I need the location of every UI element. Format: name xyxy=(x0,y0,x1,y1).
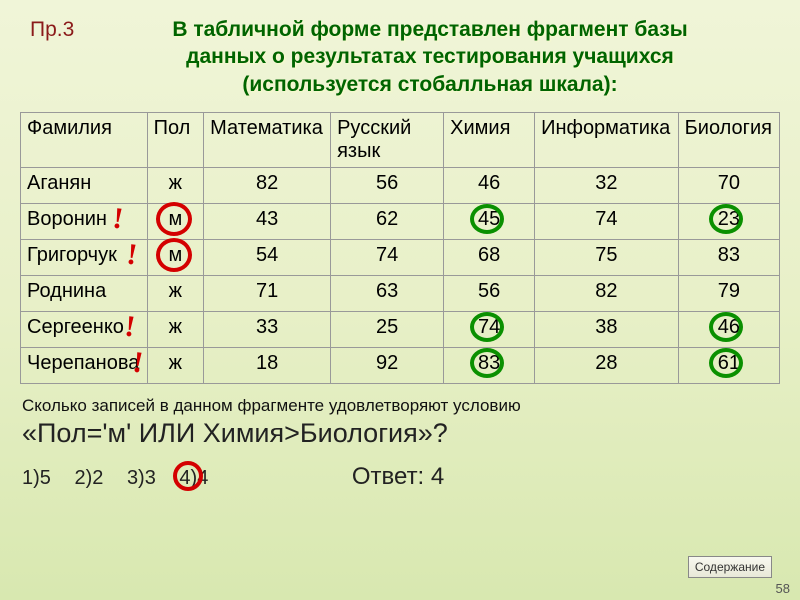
col-biology: Биология xyxy=(678,112,779,167)
cell-math: 54 xyxy=(204,239,331,275)
page-title: В табличной форме представлен фрагмент б… xyxy=(30,16,770,98)
cell-rus: 92 xyxy=(331,347,444,383)
cell-pol: ж xyxy=(147,347,204,383)
cell-pol: ж xyxy=(147,275,204,311)
cell-rus: 63 xyxy=(331,275,444,311)
cell-inf: 32 xyxy=(535,167,679,203)
col-surname: Фамилия xyxy=(21,112,148,167)
cell-inf: 75 xyxy=(535,239,679,275)
cell-rus: 56 xyxy=(331,167,444,203)
option-2: 2)2 xyxy=(74,467,103,490)
option-1: 1)5 xyxy=(22,467,51,490)
cell-math: 82 xyxy=(204,167,331,203)
title-line-1: В табличной форме представлен фрагмент б… xyxy=(172,18,687,41)
cell-rus: 62 xyxy=(331,203,444,239)
header: Пр.3 В табличной форме представлен фрагм… xyxy=(0,0,800,106)
cell-pol: ж xyxy=(147,311,204,347)
cell-pol: м xyxy=(147,203,204,239)
cell-rus: 74 xyxy=(331,239,444,275)
cell-chem: 68 xyxy=(444,239,535,275)
table-row: Воронин ! м 43 62 45 74 23 xyxy=(21,203,780,239)
cell-name: Аганян xyxy=(21,167,148,203)
table-row: Аганян ж 82 56 46 32 70 xyxy=(21,167,780,203)
cell-bio: 83 xyxy=(678,239,779,275)
cell-math: 43 xyxy=(204,203,331,239)
col-gender: Пол xyxy=(147,112,204,167)
cell-name: Воронин ! xyxy=(21,203,148,239)
data-table: Фамилия Пол Математика Русский язык Хими… xyxy=(20,112,780,384)
cell-math: 33 xyxy=(204,311,331,347)
cell-name: Черепанова ! xyxy=(21,347,148,383)
cell-rus: 25 xyxy=(331,311,444,347)
cell-bio: 46 xyxy=(678,311,779,347)
title-line-2: данных о результатах тестирования учащих… xyxy=(186,45,674,68)
col-informatics: Информатика xyxy=(535,112,679,167)
col-russian: Русский язык xyxy=(331,112,444,167)
cell-inf: 74 xyxy=(535,203,679,239)
toc-button[interactable]: Содержание xyxy=(688,556,772,578)
page-number: 58 xyxy=(776,581,790,596)
exercise-label: Пр.3 xyxy=(30,18,74,42)
table-row: Григорчук ! м 54 74 68 75 83 xyxy=(21,239,780,275)
cell-pol: м xyxy=(147,239,204,275)
cell-math: 71 xyxy=(204,275,331,311)
cell-inf: 38 xyxy=(535,311,679,347)
answer-label: Ответ: 4 xyxy=(352,463,444,491)
exclaim-icon: ! xyxy=(125,237,140,272)
cell-chem: 45 xyxy=(444,203,535,239)
table-header-row: Фамилия Пол Математика Русский язык Хими… xyxy=(21,112,780,167)
answer-options: 1)5 2)2 3)3 4)4 Ответ: 4 xyxy=(0,449,800,491)
cell-chem: 46 xyxy=(444,167,535,203)
cell-name: Роднина xyxy=(21,275,148,311)
exclaim-icon: ! xyxy=(111,201,126,236)
option-3: 3)3 xyxy=(127,467,156,490)
col-chemistry: Химия xyxy=(444,112,535,167)
cell-chem: 83 xyxy=(444,347,535,383)
condition-text: «Пол='м' ИЛИ Химия>Биология»? xyxy=(0,418,800,449)
cell-bio: 23 xyxy=(678,203,779,239)
option-4: 4)4 xyxy=(179,467,208,490)
cell-bio: 61 xyxy=(678,347,779,383)
cell-chem: 74 xyxy=(444,311,535,347)
cell-bio: 70 xyxy=(678,167,779,203)
table-row: Сергеенко ! ж 33 25 74 38 46 xyxy=(21,311,780,347)
cell-name: Григорчук ! xyxy=(21,239,148,275)
table-row: Роднина ж 71 63 56 82 79 xyxy=(21,275,780,311)
title-line-3: (используется стобалльная шкала): xyxy=(242,73,617,96)
col-math: Математика xyxy=(204,112,331,167)
exclaim-icon: ! xyxy=(123,309,138,344)
cell-inf: 28 xyxy=(535,347,679,383)
cell-math: 18 xyxy=(204,347,331,383)
cell-chem: 56 xyxy=(444,275,535,311)
cell-inf: 82 xyxy=(535,275,679,311)
table-row: Черепанова ! ж 18 92 83 28 61 xyxy=(21,347,780,383)
question-text: Сколько записей в данном фрагменте удовл… xyxy=(0,384,800,418)
cell-name: Сергеенко ! xyxy=(21,311,148,347)
cell-pol: ж xyxy=(147,167,204,203)
cell-bio: 79 xyxy=(678,275,779,311)
